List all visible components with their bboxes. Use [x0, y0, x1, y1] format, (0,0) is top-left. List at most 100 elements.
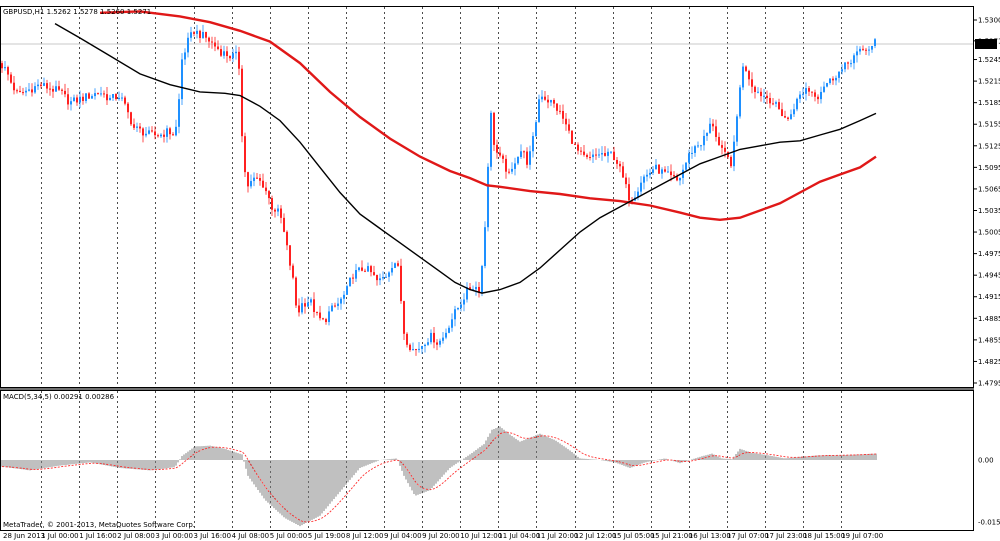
- x-tick-label: 11 Jul 04:00: [498, 532, 540, 540]
- candle-body: [208, 37, 210, 42]
- candle-body: [154, 131, 156, 136]
- candle-body: [841, 69, 843, 72]
- candle-body: [82, 96, 84, 101]
- y-tick-label: 1.5125: [978, 142, 1000, 150]
- y-tick-label: 1.4825: [978, 358, 1000, 366]
- candle-body: [433, 332, 435, 343]
- candle-body: [712, 123, 714, 127]
- candle-body: [442, 337, 444, 341]
- candle-body: [562, 110, 564, 119]
- candle-body: [847, 62, 849, 64]
- candle-body: [826, 83, 828, 87]
- candle-body: [229, 56, 231, 59]
- candle-body: [736, 116, 738, 142]
- candle-body: [469, 287, 471, 290]
- candle-body: [739, 87, 741, 117]
- macd-tick-label: 0.00: [978, 457, 994, 465]
- candle-body: [499, 152, 501, 156]
- candle-body: [355, 270, 357, 279]
- candle-body: [361, 267, 363, 271]
- candle-body: [310, 299, 312, 303]
- y-tick-label: 1.5005: [978, 229, 1000, 237]
- chart-title: GBPUSD,H1 1.5262 1.5278 1.5260 1.5271: [3, 8, 151, 16]
- candle-body: [118, 97, 120, 100]
- candle-body: [685, 162, 687, 170]
- candle-body: [538, 99, 540, 123]
- candle-body: [679, 177, 681, 181]
- candle-body: [706, 132, 708, 136]
- candle-body: [217, 46, 219, 50]
- candle-body: [34, 86, 36, 93]
- candle-body: [73, 97, 75, 102]
- candle-body: [145, 133, 147, 136]
- y-tick-label: 1.5035: [978, 207, 1000, 215]
- candle-body: [733, 141, 735, 167]
- candle-body: [586, 154, 588, 158]
- candle-body: [697, 145, 699, 147]
- candle-body: [814, 92, 816, 97]
- candle-body: [241, 68, 243, 137]
- panel-separator[interactable]: [0, 388, 974, 390]
- candle-body: [487, 166, 489, 228]
- candle-body: [169, 128, 171, 135]
- candle-body: [79, 96, 81, 103]
- candle-body: [769, 98, 771, 104]
- candle-body: [640, 182, 642, 192]
- candle-body: [751, 79, 753, 87]
- candle-body: [211, 41, 213, 43]
- x-tick-label: 1 Jul 00:00: [41, 532, 79, 540]
- candle-body: [772, 103, 774, 105]
- y-tick-label: 1.5245: [978, 56, 1000, 64]
- y-tick-label: 1.4975: [978, 250, 1000, 258]
- candle-body: [874, 39, 876, 46]
- y-tick-label: 1.5065: [978, 185, 1000, 193]
- candle-body: [319, 312, 321, 319]
- candle-body: [424, 344, 426, 347]
- candle-body: [643, 176, 645, 183]
- candle-body: [541, 96, 543, 100]
- candle-body: [823, 86, 825, 92]
- candle-body: [172, 134, 174, 136]
- candle-body: [328, 311, 330, 323]
- candle-body: [205, 31, 207, 38]
- candle-body: [574, 143, 576, 145]
- candle-body: [28, 89, 30, 91]
- candle-body: [10, 74, 12, 83]
- candle-body: [130, 112, 132, 125]
- x-tick-label: 5 Jul 00:00: [270, 532, 308, 540]
- candle-body: [49, 88, 51, 90]
- candle-body: [682, 169, 684, 178]
- candle-body: [550, 100, 552, 103]
- candle-body: [466, 287, 468, 300]
- candle-body: [238, 51, 240, 69]
- candle-body: [220, 49, 222, 56]
- candle-body: [763, 95, 765, 97]
- candle-body: [490, 112, 492, 167]
- candle-body: [262, 180, 264, 188]
- candle-body: [370, 266, 372, 273]
- candle-body: [832, 78, 834, 81]
- candle-body: [40, 84, 42, 86]
- candle-body: [454, 309, 456, 320]
- candle-body: [226, 51, 228, 57]
- candle-body: [484, 227, 486, 267]
- candle-body: [391, 267, 393, 273]
- candle-body: [214, 42, 216, 47]
- candle-body: [505, 158, 507, 172]
- candle-body: [805, 88, 807, 94]
- candle-body: [568, 124, 570, 131]
- candle-body: [70, 101, 72, 105]
- y-tick-label: 1.4855: [978, 336, 1000, 344]
- candle-body: [295, 277, 297, 306]
- macd-axis: 0.00 -0.01557: [978, 457, 1000, 527]
- candle-body: [139, 126, 141, 129]
- x-tick-label: 19 Jul 07:00: [841, 532, 883, 540]
- candle-body: [61, 89, 63, 91]
- candle-body: [199, 30, 201, 38]
- candle-body: [757, 91, 759, 93]
- x-tick-label: 2 Jul 08:00: [117, 532, 155, 540]
- candle-body: [775, 102, 777, 104]
- candle-body: [37, 84, 39, 87]
- candle-body: [715, 126, 717, 137]
- candle-body: [838, 71, 840, 78]
